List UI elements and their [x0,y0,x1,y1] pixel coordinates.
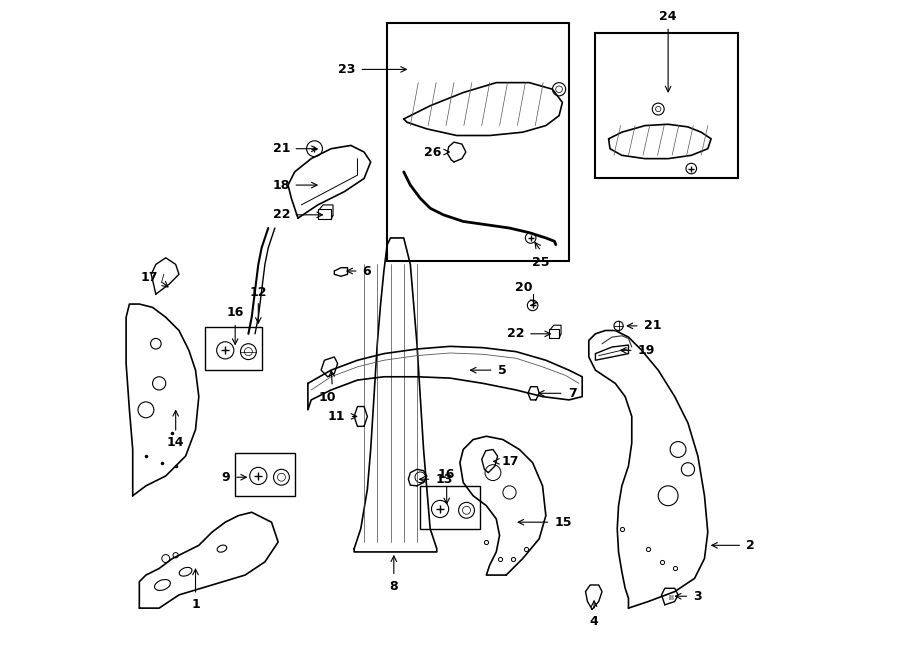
Text: 12: 12 [249,286,267,299]
Text: 17: 17 [501,455,519,468]
Text: 5: 5 [498,364,507,377]
Text: 19: 19 [638,344,655,357]
Text: 4: 4 [590,615,598,628]
Text: 25: 25 [533,256,550,269]
Text: 10: 10 [319,391,337,405]
Bar [205,327,262,370]
Text: 1: 1 [191,598,200,611]
Text: 8: 8 [390,580,398,594]
Bar [420,486,480,529]
Text: 6: 6 [362,264,371,278]
Text: 24: 24 [660,10,677,23]
Text: 16: 16 [227,306,244,319]
Bar [235,453,294,496]
Text: 16: 16 [438,467,455,481]
Text: 14: 14 [166,436,184,449]
Text: /: / [161,274,164,284]
Text: III: III [669,595,674,601]
Text: 18: 18 [273,178,290,192]
Text: 21: 21 [644,319,662,332]
Bar [387,23,569,261]
Text: 9: 9 [221,471,230,484]
Text: 20: 20 [515,281,533,294]
Text: 21: 21 [273,142,290,155]
Text: 3: 3 [693,590,702,603]
Text: 11: 11 [328,410,346,423]
Text: 13: 13 [436,473,453,486]
Text: 2: 2 [746,539,755,552]
Text: 22: 22 [507,327,524,340]
Text: 23: 23 [338,63,356,76]
Text: 7: 7 [568,387,576,400]
Text: 17: 17 [140,271,158,284]
Text: 15: 15 [554,516,572,529]
Text: 22: 22 [273,208,290,221]
Bar [596,33,737,178]
Text: 26: 26 [424,145,441,159]
